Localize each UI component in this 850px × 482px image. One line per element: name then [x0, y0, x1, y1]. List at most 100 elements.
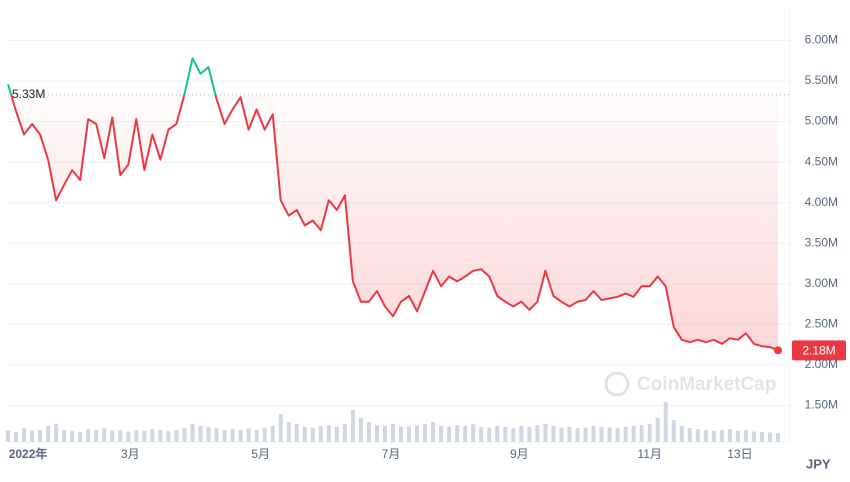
x-tick-label: 7月: [382, 447, 401, 461]
volume-bar: [647, 424, 652, 442]
volume-bar: [198, 426, 203, 442]
volume-bar: [679, 426, 684, 442]
volume-bar: [206, 426, 211, 442]
watermark-text: CoinMarketCap: [637, 374, 776, 395]
volume-bar: [591, 426, 596, 442]
volume-bar: [407, 426, 412, 442]
last-price-box: [792, 340, 846, 361]
volume-bar: [270, 426, 275, 442]
volume-bar: [599, 426, 604, 442]
volume-bar: [374, 425, 379, 442]
volume-bar: [54, 424, 59, 442]
volume-bar: [583, 427, 588, 442]
volume-bar: [439, 426, 444, 442]
y-tick-label: 5.00M: [805, 114, 838, 128]
volume-bar: [134, 430, 139, 442]
volume-bar: [655, 418, 660, 442]
volume-bar: [70, 430, 75, 442]
volume-bar: [727, 429, 732, 442]
volume-bar: [294, 424, 299, 442]
volume-bar: [423, 424, 428, 442]
volume-bar: [703, 430, 708, 442]
volume-bar: [495, 426, 500, 442]
volume-bar: [142, 430, 147, 442]
x-tick-label: 13日: [727, 447, 752, 461]
volume-bar: [246, 428, 251, 442]
volume-bar: [62, 430, 67, 442]
last-point: [774, 346, 782, 355]
volume-bar: [511, 428, 516, 442]
volume-bar: [527, 426, 532, 442]
volume-bar: [158, 430, 163, 442]
volume-bar: [631, 426, 636, 442]
y-tick-label: 2.50M: [805, 317, 838, 331]
volume-bar: [318, 426, 323, 442]
volume-bar: [487, 427, 492, 442]
volume-bar: [334, 426, 339, 442]
volume-bar: [6, 430, 10, 442]
volume-bar: [615, 428, 620, 442]
x-tick-label: 11月: [637, 447, 661, 461]
volume-bar: [382, 426, 387, 442]
volume-bar: [479, 426, 484, 442]
volume-bar: [46, 426, 51, 442]
volume-bar: [254, 430, 259, 442]
volume-bar: [86, 429, 91, 442]
price-line: [7, 57, 779, 352]
volume-bar: [759, 432, 764, 442]
volume-bar: [118, 430, 123, 442]
volume-bar: [623, 426, 628, 442]
volume-bar: [278, 414, 283, 442]
volume-bar: [776, 433, 780, 442]
volume-bar: [38, 430, 43, 442]
y-tick-label: 2.00M: [805, 357, 838, 371]
volume-bar: [391, 424, 395, 442]
y-tick-label: 4.50M: [805, 154, 838, 168]
volume-bar: [102, 428, 107, 442]
volume-bar: [687, 428, 692, 442]
volume-bar: [214, 428, 219, 442]
volume-bar: [671, 420, 676, 442]
volume-bar: [519, 426, 524, 442]
volume-bar: [567, 426, 572, 442]
volume-bar: [366, 422, 371, 442]
volume-bar: [94, 430, 99, 442]
volume-bar: [190, 424, 195, 442]
volume-bar: [182, 428, 187, 442]
volume-bar: [455, 425, 460, 442]
volume-bar: [110, 430, 115, 442]
volume-bar: [286, 422, 291, 442]
volume-bar: [222, 430, 227, 442]
x-tick-label: 9月: [510, 447, 529, 461]
area-fill: [11, 94, 778, 351]
volume-bar: [543, 424, 548, 442]
volume-bar: [126, 431, 131, 442]
volume-bar: [230, 429, 235, 442]
y-tick-label: 4.00M: [805, 195, 838, 209]
volume-bar: [78, 432, 83, 442]
volume-bar: [607, 427, 612, 442]
watermark-logo: [604, 371, 630, 397]
x-tick-label: 2022年: [9, 446, 48, 461]
volume-bar: [238, 430, 243, 442]
volume-bar: [743, 430, 748, 442]
volume-bar: [415, 425, 420, 442]
volume-bar: [767, 432, 772, 442]
currency-label: JPY: [806, 456, 831, 471]
volume-bar: [399, 426, 404, 442]
y-tick-label: 3.50M: [805, 235, 838, 249]
volume-bar: [735, 430, 740, 442]
volume-bar: [350, 410, 355, 442]
volume-bar: [262, 427, 267, 442]
y-tick-label: 6.00M: [805, 33, 838, 47]
volume-bar: [22, 428, 27, 442]
volume-bar: [358, 418, 363, 442]
volume-bar: [551, 426, 556, 442]
volume-bar: [663, 402, 668, 442]
volume-bar: [503, 426, 508, 442]
volume-bar: [14, 432, 19, 442]
y-tick-label: 5.50M: [805, 73, 838, 87]
volume-bar: [174, 430, 179, 442]
